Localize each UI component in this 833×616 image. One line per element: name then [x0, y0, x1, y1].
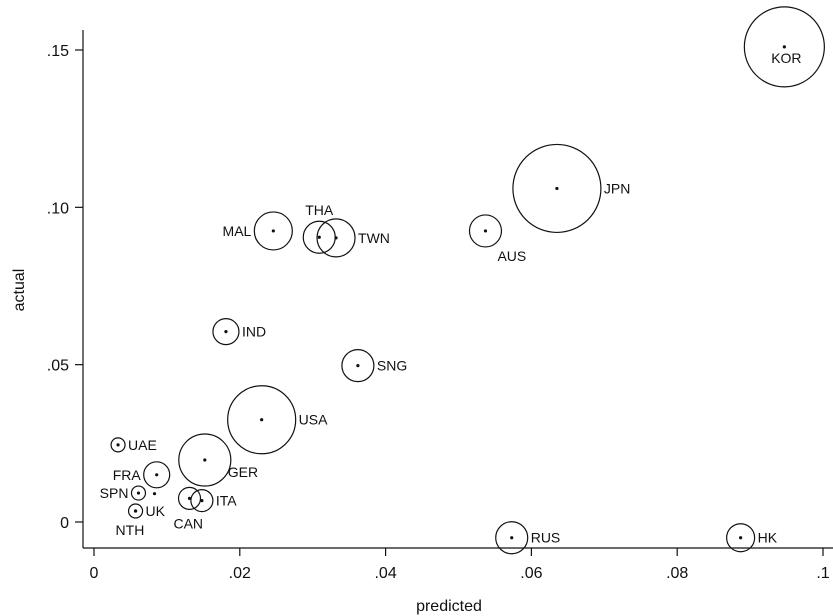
data-point: AUS — [468, 214, 526, 264]
data-point: KOR — [743, 6, 825, 88]
point-center-dot — [260, 418, 264, 422]
bubble-marker — [743, 6, 825, 88]
point-label: ITA — [216, 493, 237, 509]
point-label: THA — [305, 202, 334, 218]
data-point: GER — [178, 433, 258, 487]
bubble-marker — [726, 523, 756, 553]
point-label: CAN — [173, 515, 203, 531]
point-label: KOR — [771, 50, 801, 66]
point-label: IND — [242, 324, 266, 340]
point-label: USA — [299, 412, 328, 428]
y-tick-label: 0 — [60, 515, 69, 532]
bubble-marker — [212, 318, 240, 346]
data-point: SNG — [341, 349, 407, 383]
data-point: CAN — [173, 486, 203, 531]
bubble-marker — [227, 385, 297, 455]
data-point: THA — [302, 202, 336, 254]
x-tick-label: .1 — [816, 565, 829, 582]
bubble-marker — [177, 486, 202, 510]
data-point: TWN — [316, 218, 390, 258]
point-label: SNG — [377, 358, 407, 374]
y-tick-label: .15 — [47, 43, 69, 60]
y-axis-title: actual — [11, 269, 28, 312]
point-center-dot — [187, 496, 192, 500]
point-center-dot — [116, 443, 120, 447]
point-center-dot — [136, 491, 141, 495]
point-center-dot — [356, 364, 360, 368]
point-center-dot — [224, 330, 228, 334]
point-label: HK — [758, 530, 778, 546]
data-point: JPN — [512, 143, 630, 234]
point-center-dot — [203, 458, 207, 462]
data-point: MAL — [223, 211, 293, 251]
bubble-marker — [110, 437, 126, 453]
data-point: NTH — [116, 509, 145, 538]
point-label: SPN — [100, 485, 129, 501]
point-center-dot — [483, 229, 488, 233]
bubble-marker — [495, 521, 529, 555]
x-tick-label: .06 — [520, 565, 542, 582]
data-point: UAE — [110, 437, 157, 453]
point-center-dot — [739, 536, 743, 540]
point-label: RUS — [531, 530, 561, 546]
point-center-dot — [155, 473, 159, 477]
data-point: SPN — [100, 485, 147, 501]
x-tick-label: .04 — [374, 565, 396, 582]
y-tick-label: .10 — [47, 200, 69, 217]
point-label: FRA — [113, 467, 142, 483]
bubble-marker — [190, 489, 214, 513]
bubble-marker — [127, 503, 144, 519]
x-tick-label: .08 — [666, 565, 688, 582]
chart-marks: KOR JPN AUS TWN THA MAL IND SNG USA GER UAE FRA SPN U… — [100, 6, 825, 555]
point-center-dot — [200, 499, 204, 503]
point-center-dot — [133, 509, 138, 513]
axes: 0 .05 .10 .15 0 .02 .04 .06 .08 .1 — [47, 30, 833, 582]
bubble-marker — [468, 214, 503, 248]
point-center-dot — [271, 229, 275, 233]
data-point: IND — [212, 318, 266, 346]
point-label: AUS — [497, 248, 526, 264]
data-point: RUS — [495, 521, 561, 555]
bubble-marker — [302, 220, 336, 254]
point-label: JPN — [604, 180, 630, 196]
point-label: MAL — [223, 223, 252, 239]
point-center-dot — [555, 186, 559, 191]
data-point — [152, 492, 157, 496]
bubble-marker — [512, 143, 602, 234]
point-center-dot — [317, 235, 321, 239]
x-tick-label: 0 — [90, 565, 99, 582]
bubble-marker — [143, 461, 171, 489]
point-label: GER — [228, 464, 258, 480]
data-point: ITA — [190, 489, 237, 513]
bubble-marker — [341, 349, 375, 383]
point-label: NTH — [116, 522, 145, 538]
point-label: TWN — [358, 230, 390, 246]
bubble-marker — [178, 433, 232, 487]
point-center-dot — [510, 536, 514, 540]
y-tick-label: .05 — [47, 358, 69, 375]
point-center-dot — [782, 45, 786, 49]
x-tick-label: .02 — [229, 565, 251, 582]
point-label: UK — [146, 503, 166, 519]
bubble-marker — [316, 218, 356, 258]
point-center-dot — [152, 492, 157, 496]
data-point: FRA — [113, 461, 171, 489]
x-axis-title: predicted — [416, 598, 482, 615]
data-point: USA — [227, 385, 328, 455]
bubble-marker — [253, 211, 293, 251]
bubble-marker — [130, 485, 147, 501]
point-label: UAE — [128, 437, 157, 453]
data-point: HK — [726, 523, 778, 553]
